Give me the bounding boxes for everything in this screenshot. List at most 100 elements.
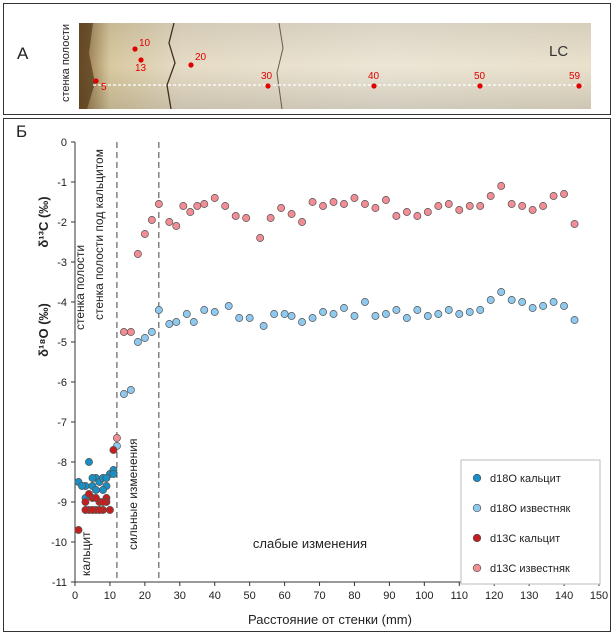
data-points — [74, 182, 579, 534]
panel-a-letter: А — [17, 44, 29, 63]
sample-points-group: 5 10 13 20 30 40 — [93, 38, 582, 93]
y-tick-label: -8 — [57, 457, 67, 469]
sample-point: 59 — [569, 71, 582, 89]
data-point — [319, 202, 327, 210]
data-point — [539, 202, 548, 210]
data-point — [350, 194, 359, 202]
x-tick-label: 110 — [450, 590, 468, 602]
data-point — [319, 308, 327, 316]
data-point — [434, 202, 443, 210]
sample-point: 13 — [135, 57, 147, 74]
y-ticks: 0 -1 -2 -3 -4 -5 -6 -7 -8 -9 -10 -11 — [51, 137, 75, 589]
x-tick-label: 120 — [485, 590, 503, 602]
legend-item: d13C кальцит — [472, 533, 560, 545]
sample-point: 5 — [93, 78, 107, 93]
legend-item: d13C известняк — [472, 563, 570, 575]
y-tick-label: -11 — [52, 577, 67, 589]
sample-point: 40 — [368, 71, 380, 89]
data-point — [186, 208, 195, 216]
data-point — [350, 312, 359, 320]
data-point — [444, 306, 453, 314]
y-tick-label: -5 — [57, 337, 67, 349]
data-point — [497, 288, 506, 296]
data-point — [434, 310, 443, 318]
x-tick-label: 130 — [520, 590, 538, 602]
sample-point: 20 — [188, 52, 207, 68]
legend-label: d18O известняк — [490, 503, 571, 515]
data-point — [497, 182, 506, 190]
data-point — [92, 486, 100, 494]
data-point — [507, 200, 516, 208]
sample-point: 10 — [132, 38, 151, 52]
zone-label-calcite: кальцит — [79, 531, 93, 576]
sample-point-label: 20 — [195, 52, 207, 63]
data-point — [109, 446, 118, 454]
data-point — [78, 482, 86, 490]
data-point — [413, 212, 422, 220]
x-axis-title: Расстояние от стенки (mm) — [248, 612, 412, 627]
sample-point-label: 59 — [569, 71, 581, 82]
x-tick-label: 60 — [278, 590, 290, 602]
x-tick-label: 90 — [383, 590, 395, 602]
x-tick-label: 10 — [104, 590, 116, 602]
data-point — [245, 314, 254, 322]
data-point — [507, 296, 516, 304]
svg-text:сильные изменения: сильные изменения — [126, 439, 140, 550]
data-point — [105, 506, 114, 514]
legend-item: d18O известняк — [472, 503, 571, 515]
data-point — [570, 316, 579, 324]
data-point — [189, 318, 198, 326]
zone-label-wall: стенка полости — [73, 245, 87, 330]
x-tick-label: 70 — [313, 590, 325, 602]
data-point — [102, 474, 111, 482]
data-point — [329, 198, 338, 206]
data-point — [140, 230, 149, 238]
data-point — [392, 306, 401, 314]
data-point — [287, 210, 296, 218]
y-tick-label: -9 — [57, 497, 67, 509]
data-point — [298, 318, 307, 326]
y-tick-label: -4 — [57, 297, 67, 309]
data-point — [560, 302, 569, 310]
y-axis-title-top: δ¹³C (‰) — [36, 196, 51, 247]
y-tick-label: -3 — [57, 257, 67, 269]
sample-point-label: 5 — [101, 82, 107, 93]
y-tick-label: -6 — [57, 377, 67, 389]
cavity-wall-label: стенка полости — [60, 24, 72, 102]
data-point — [98, 498, 107, 506]
legend-label: d13C кальцит — [490, 533, 560, 545]
panel-b-letter: Б — [16, 122, 28, 141]
data-point — [518, 298, 527, 306]
zone-label-wall-under: стенка полости под кальцитом — [92, 149, 106, 320]
data-point — [119, 328, 128, 336]
data-point — [308, 198, 317, 206]
data-point — [224, 302, 233, 310]
legend-label: d18O кальцит — [490, 473, 561, 485]
data-point — [266, 214, 275, 222]
data-point — [193, 202, 202, 210]
x-tick-label: 0 — [72, 590, 78, 602]
data-point — [329, 310, 338, 318]
data-point — [154, 200, 163, 208]
data-point — [486, 192, 495, 200]
data-point — [277, 204, 286, 212]
y-tick-label: -7 — [57, 417, 67, 429]
data-point — [172, 222, 181, 230]
data-point — [528, 304, 537, 312]
sample-point-label: 13 — [135, 63, 147, 74]
data-point — [147, 216, 156, 224]
legend-marker — [472, 533, 482, 543]
data-point — [423, 312, 432, 320]
sample-point-label: 10 — [139, 38, 151, 49]
data-point — [413, 306, 422, 314]
data-point — [423, 208, 432, 216]
data-point — [88, 474, 97, 482]
data-point — [381, 196, 390, 204]
data-point — [200, 306, 209, 314]
crack-line — [276, 23, 284, 109]
series-d13c_calcite — [74, 446, 118, 534]
data-point — [133, 338, 142, 346]
x-tick-label: 140 — [555, 590, 573, 602]
data-point — [259, 322, 268, 330]
data-point — [85, 458, 93, 466]
